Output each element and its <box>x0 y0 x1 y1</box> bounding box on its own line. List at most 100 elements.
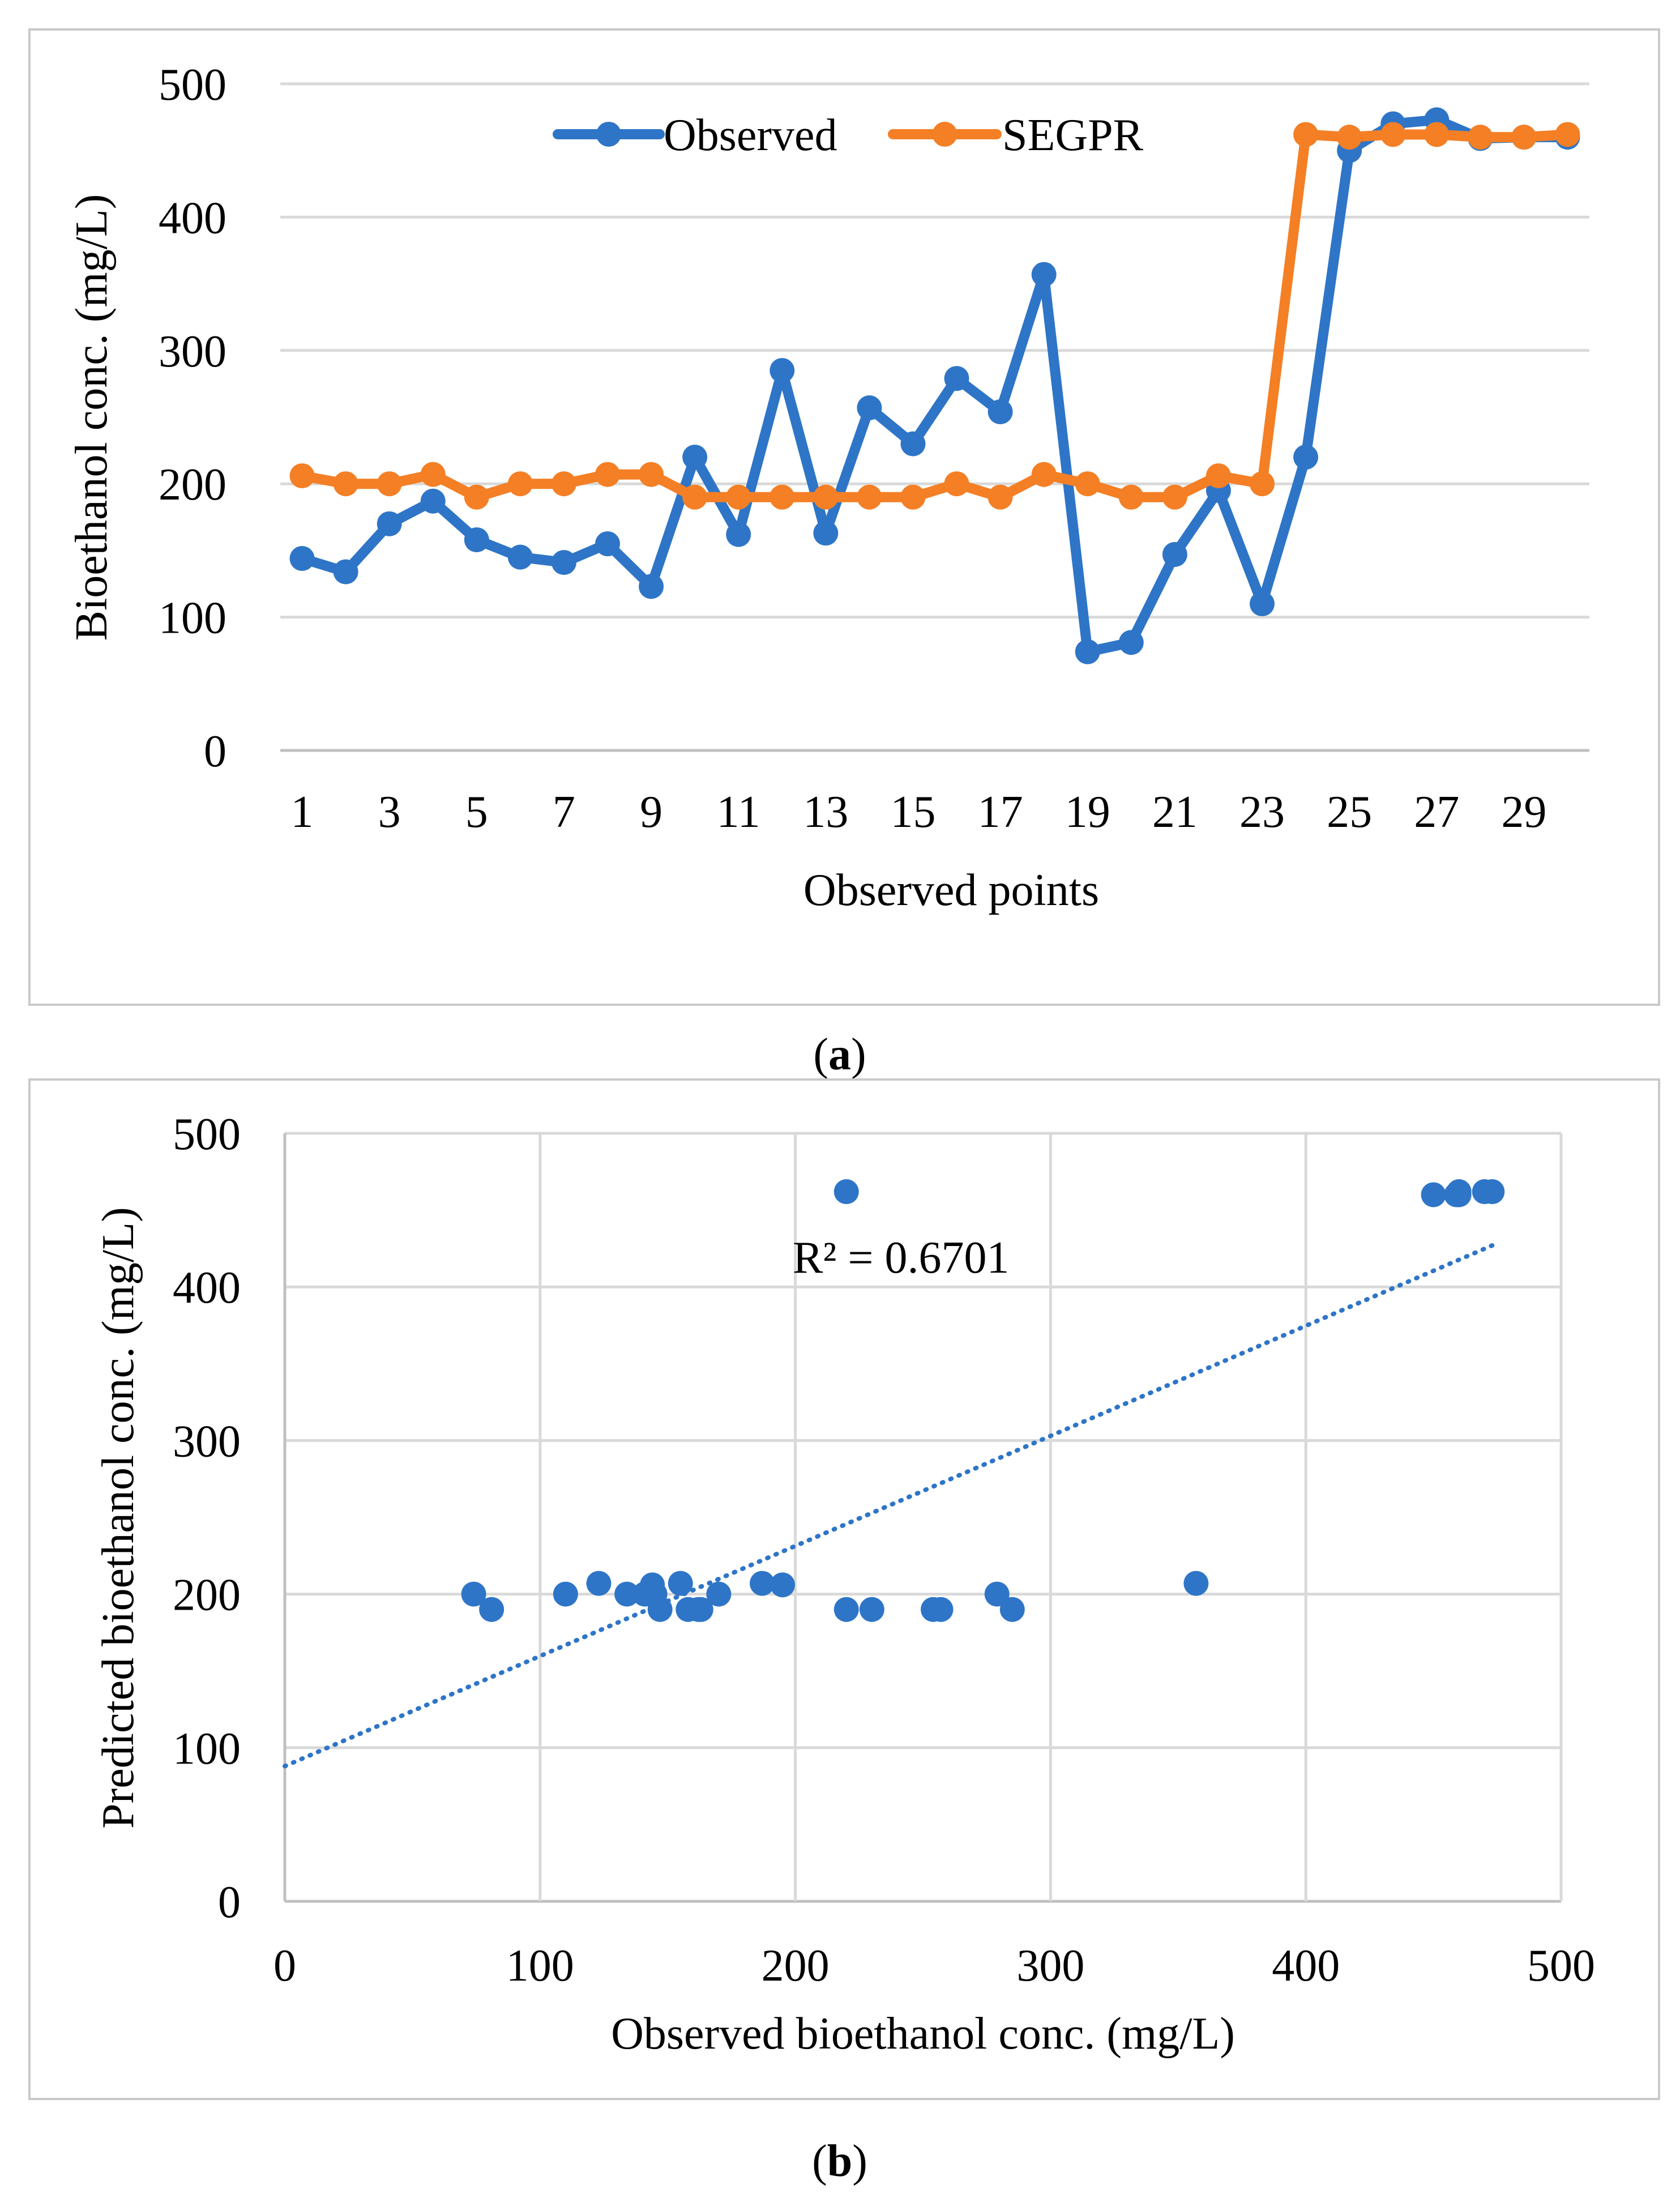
x-tick-label: 25 <box>1327 787 1372 837</box>
x-tick-label: 13 <box>803 787 848 837</box>
data-point <box>551 471 576 497</box>
data-point <box>1446 1179 1472 1205</box>
scatter-chart: 0 100 200 300 400 500 0 100 200 300 400 500 Observed… <box>93 1110 1595 2059</box>
x-tick-label: 27 <box>1414 787 1459 837</box>
x-tick-label: 7 <box>553 787 575 837</box>
data-point <box>289 463 315 489</box>
data-point <box>749 1571 775 1596</box>
y-tick-label: 500 <box>159 60 226 110</box>
data-point <box>1293 445 1319 470</box>
y-tick-label: 400 <box>173 1263 241 1313</box>
data-point <box>1183 1571 1209 1596</box>
x-axis-title: Observed bioethanol conc. (mg/L) <box>611 2009 1235 2059</box>
data-point <box>857 484 882 510</box>
y-tick-label: 500 <box>173 1110 241 1159</box>
data-point <box>647 1597 673 1622</box>
data-point <box>999 1597 1025 1622</box>
data-point <box>770 1572 796 1598</box>
data-point <box>900 484 926 510</box>
y-tick-label: 0 <box>218 1878 241 1927</box>
data-point <box>770 358 795 383</box>
data-point <box>464 527 489 553</box>
r-squared-annotation: R² = 0.6701 <box>793 1233 1009 1283</box>
panel-b-frame <box>28 1078 1660 2100</box>
data-point <box>1337 125 1362 150</box>
data-point <box>988 399 1013 425</box>
x-tick-label: 300 <box>1016 1941 1084 1991</box>
data-point <box>1250 591 1275 617</box>
data-point <box>682 445 708 470</box>
x-axis-title: Observed points <box>803 865 1099 915</box>
data-point <box>1468 125 1493 150</box>
legend-marker-segpr <box>932 122 957 147</box>
panel-a-caption-letter: a <box>828 1030 851 1080</box>
y-tick-label: 300 <box>159 327 226 377</box>
data-point <box>377 471 402 497</box>
panel-a-frame <box>28 28 1660 1006</box>
data-point <box>857 395 882 421</box>
data-point <box>1075 471 1100 497</box>
data-point <box>921 1597 946 1622</box>
y-tick-label: 400 <box>159 193 226 243</box>
x-tick-label: 400 <box>1272 1941 1340 1991</box>
data-point <box>639 574 664 599</box>
data-point <box>988 484 1013 510</box>
data-point <box>333 559 358 584</box>
y-axis-title: Bioethanol conc. (mg/L) <box>67 194 117 641</box>
data-point <box>688 1597 713 1622</box>
data-point <box>1031 462 1057 487</box>
data-point <box>833 1597 859 1622</box>
data-point <box>726 522 751 547</box>
legend-label-segpr: SEGPR <box>1002 110 1144 160</box>
y-tick-label: 300 <box>173 1417 241 1466</box>
data-point <box>682 484 708 510</box>
data-point <box>813 484 839 510</box>
data-point <box>507 544 533 570</box>
y-tick-label: 0 <box>204 727 226 776</box>
data-point <box>984 1581 1010 1607</box>
data-point <box>1424 122 1450 147</box>
data-point <box>377 511 402 536</box>
data-point <box>553 1581 578 1607</box>
legend-label-observed: Observed <box>664 110 837 160</box>
x-tick-label: 11 <box>717 787 760 837</box>
data-point <box>833 1179 859 1205</box>
data-point <box>1206 463 1231 489</box>
data-point <box>420 488 446 514</box>
x-tick-label: 1 <box>291 787 314 837</box>
data-point <box>1293 122 1319 147</box>
data-point <box>595 462 620 487</box>
data-point <box>507 471 533 497</box>
data-point <box>813 520 839 546</box>
data-point <box>632 1581 657 1607</box>
data-point <box>1380 122 1406 147</box>
x-tick-label: 21 <box>1152 787 1198 837</box>
data-point <box>595 531 620 557</box>
x-tick-label: 15 <box>890 787 935 837</box>
data-point <box>706 1581 732 1607</box>
data-point <box>944 366 969 391</box>
data-point <box>944 471 969 497</box>
panel-a-caption: (a) <box>813 1030 866 1080</box>
y-tick-label: 200 <box>173 1571 241 1620</box>
panel-b-caption-letter: b <box>827 2136 853 2186</box>
data-point <box>1031 262 1057 287</box>
data-point <box>1480 1179 1505 1205</box>
y-tick-label: 100 <box>159 594 226 643</box>
x-tick-label: 3 <box>378 787 401 837</box>
data-point <box>859 1597 884 1622</box>
x-tick-label: 17 <box>978 787 1023 837</box>
data-point <box>770 484 795 510</box>
x-tick-label: 0 <box>273 1941 296 1991</box>
data-point <box>1421 1182 1446 1208</box>
trendline <box>283 1243 1495 1769</box>
data-point <box>1250 471 1275 497</box>
data-point <box>461 1581 486 1607</box>
x-tick-label: 100 <box>506 1941 574 1991</box>
panel-b-caption: (b) <box>812 2136 867 2186</box>
data-point <box>639 462 664 487</box>
x-tick-label: 19 <box>1065 787 1110 837</box>
data-point <box>1162 484 1187 510</box>
